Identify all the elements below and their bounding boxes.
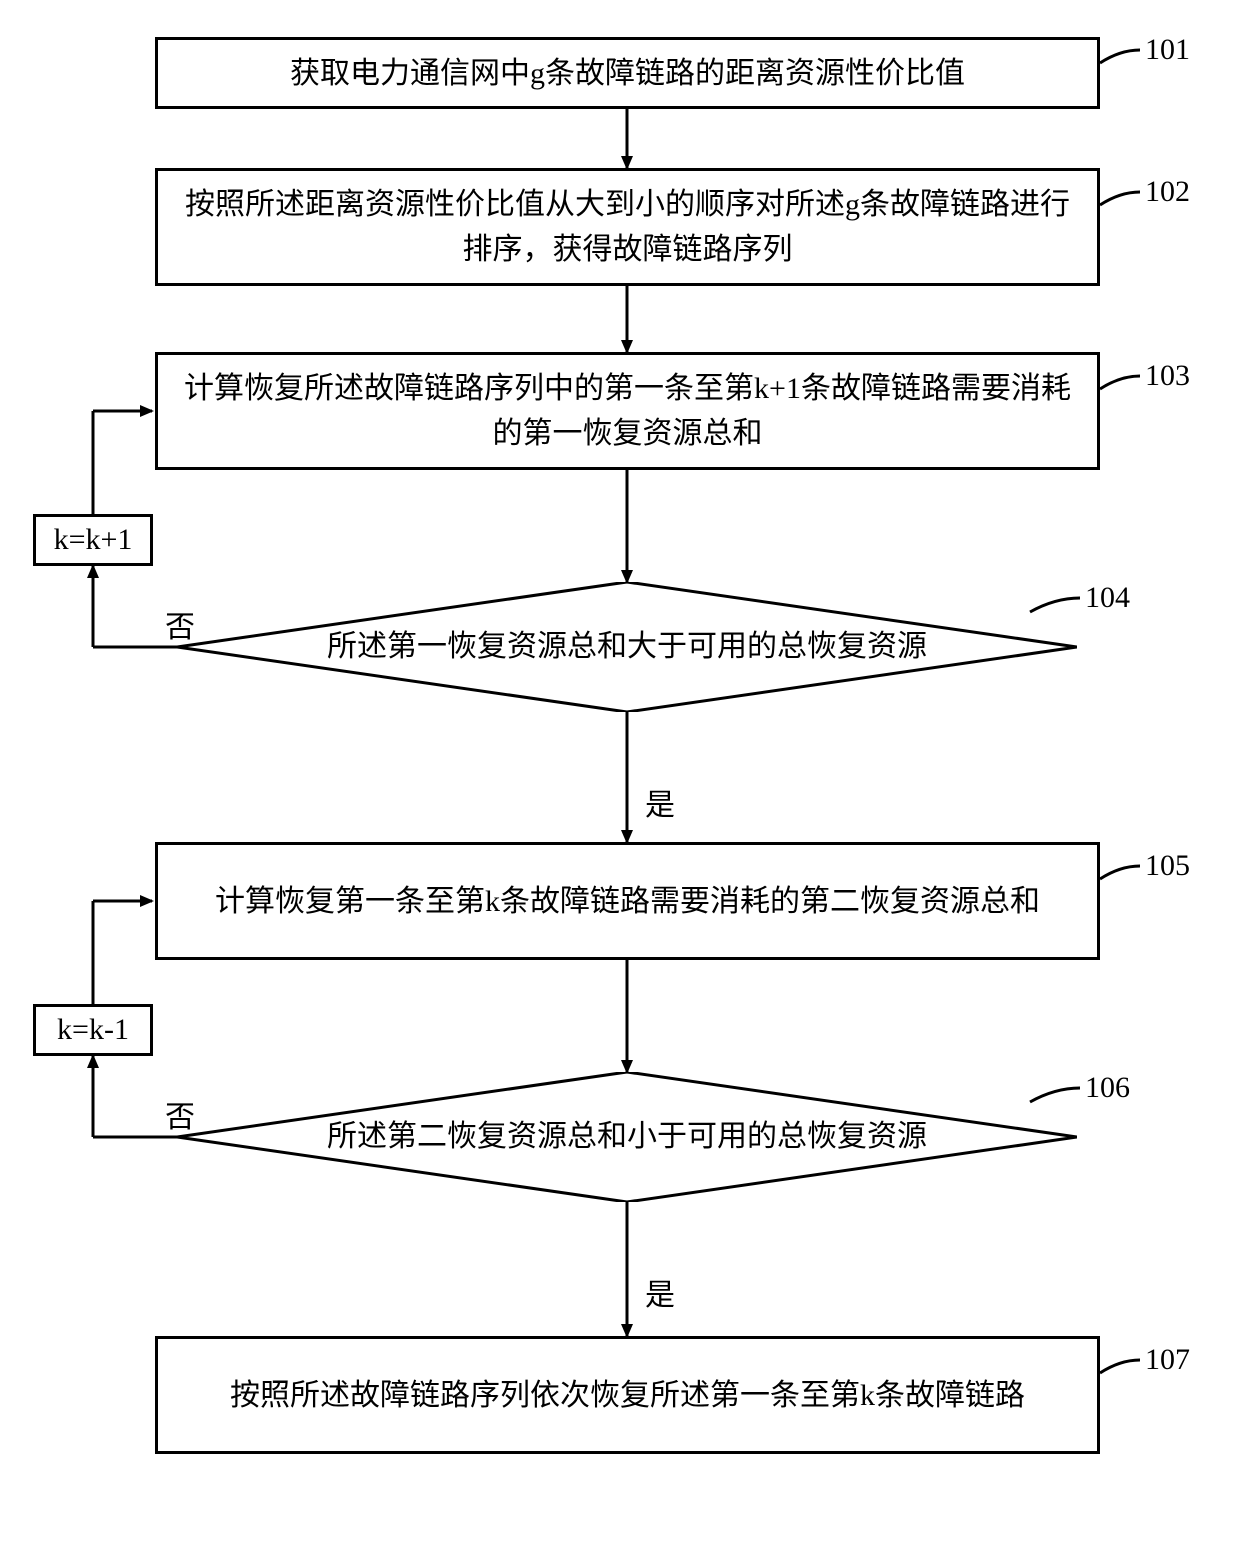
loop-inc-box: k=k+1 (33, 514, 153, 566)
step-105-text: 计算恢复第一条至第k条故障链路需要消耗的第二恢复资源总和 (215, 879, 1040, 924)
loop-inc-text: k=k+1 (54, 523, 133, 557)
step-102-label: 102 (1145, 175, 1190, 209)
step-105: 计算恢复第一条至第k条故障链路需要消耗的第二恢复资源总和 (155, 842, 1100, 960)
decision-104-text: 所述第一恢复资源总和大于可用的总恢复资源 (177, 626, 1077, 668)
loop-dec-box: k=k-1 (33, 1004, 153, 1056)
step-105-label: 105 (1145, 849, 1190, 883)
step-103: 计算恢复所述故障链路序列中的第一条至第k+1条故障链路需要消耗的第一恢复资源总和 (155, 352, 1100, 470)
decision-104: 所述第一恢复资源总和大于可用的总恢复资源 (177, 582, 1077, 712)
step-102: 按照所述距离资源性价比值从大到小的顺序对所述g条故障链路进行排序，获得故障链路序… (155, 168, 1100, 286)
step-103-label: 103 (1145, 359, 1190, 393)
step-101: 获取电力通信网中g条故障链路的距离资源性价比值 (155, 37, 1100, 109)
edge-104-no: 否 (165, 602, 195, 646)
flowchart-canvas: 获取电力通信网中g条故障链路的距离资源性价比值 101 按照所述距离资源性价比值… (0, 0, 1240, 1546)
step-101-text: 获取电力通信网中g条故障链路的距离资源性价比值 (290, 51, 965, 96)
step-103-text: 计算恢复所述故障链路序列中的第一条至第k+1条故障链路需要消耗的第一恢复资源总和 (178, 366, 1077, 456)
loop-dec-text: k=k-1 (57, 1013, 129, 1047)
step-102-text: 按照所述距离资源性价比值从大到小的顺序对所述g条故障链路进行排序，获得故障链路序… (178, 182, 1077, 272)
step-107-label: 107 (1145, 1343, 1190, 1377)
decision-106-label: 106 (1085, 1071, 1130, 1105)
step-101-label: 101 (1145, 33, 1190, 67)
decision-104-label: 104 (1085, 581, 1130, 615)
step-107-text: 按照所述故障链路序列依次恢复所述第一条至第k条故障链路 (230, 1373, 1025, 1418)
edge-104-yes: 是 (645, 780, 675, 824)
edge-106-yes: 是 (645, 1270, 675, 1314)
decision-106-text: 所述第二恢复资源总和小于可用的总恢复资源 (177, 1116, 1077, 1158)
decision-106: 所述第二恢复资源总和小于可用的总恢复资源 (177, 1072, 1077, 1202)
edge-106-no: 否 (165, 1092, 195, 1136)
step-107: 按照所述故障链路序列依次恢复所述第一条至第k条故障链路 (155, 1336, 1100, 1454)
